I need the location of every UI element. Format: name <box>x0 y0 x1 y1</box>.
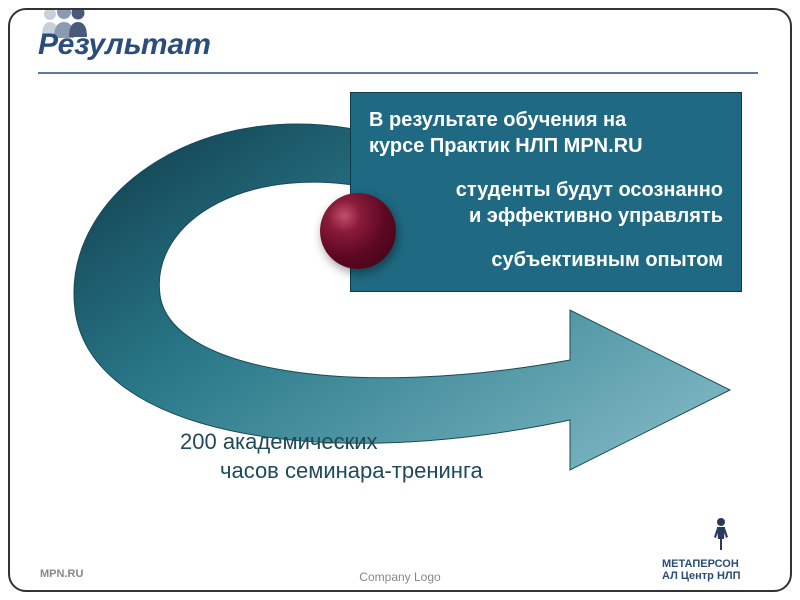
result-info-box: В результате обучения на курсе Практик Н… <box>350 92 742 292</box>
hours-text: 200 академических часов семинара-тренинг… <box>180 428 483 485</box>
footer-right-line2: АЛ Центр НЛП <box>662 570 741 582</box>
hours-line-2: часов семинара-тренинга <box>180 457 483 486</box>
person-icon <box>710 517 732 556</box>
info-line-4: и эффективно управлять <box>369 203 723 229</box>
footer-center-text: Company Logo <box>359 570 440 584</box>
sphere-icon <box>320 193 396 269</box>
slide-frame: Результат В результате обучения на курсе… <box>8 8 792 592</box>
slide-title: Результат <box>38 28 211 62</box>
footer-left-text: MPN.RU <box>40 568 83 580</box>
title-underline <box>38 72 758 74</box>
hours-line-1: 200 академических <box>180 428 483 457</box>
info-line-2: курсе Практик НЛП MPN.RU <box>369 133 723 159</box>
footer-right-text: МЕТАПЕРСОН АЛ Центр НЛП <box>662 558 772 582</box>
info-line-5: субъективным опытом <box>369 247 723 273</box>
info-line-1: В результате обучения на <box>369 107 723 133</box>
info-line-3: студенты будут осознанно <box>369 177 723 203</box>
footer-right-line1: МЕТАПЕРСОН <box>662 558 739 570</box>
